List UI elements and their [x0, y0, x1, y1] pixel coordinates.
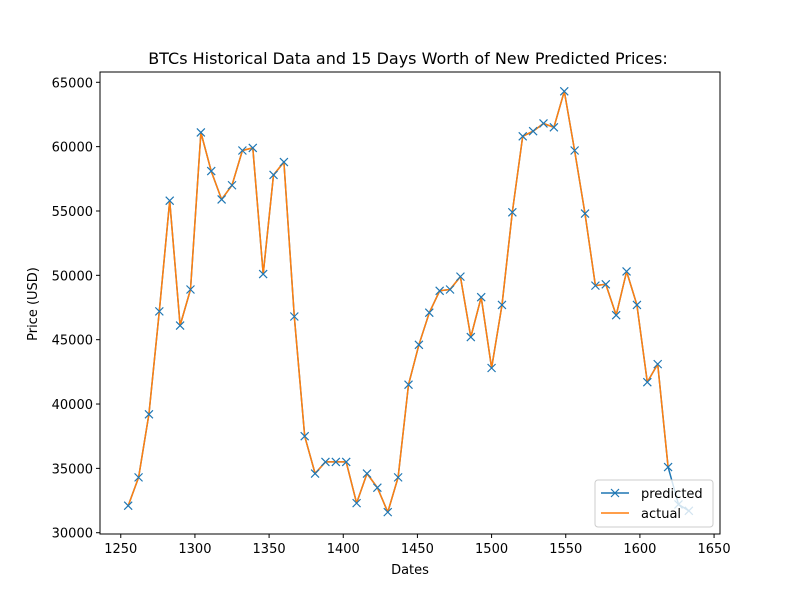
data-point-predicted	[570, 146, 580, 155]
y-tick-label: 50000	[52, 269, 93, 284]
data-point-predicted	[549, 122, 559, 132]
data-point-predicted	[414, 340, 424, 350]
data-point-predicted	[404, 380, 413, 390]
data-point-predicted	[663, 462, 673, 472]
data-point-predicted	[279, 157, 289, 167]
data-point-predicted	[227, 180, 237, 190]
data-point-predicted	[123, 501, 133, 511]
data-point-predicted	[611, 310, 621, 320]
data-point-predicted	[466, 332, 476, 342]
x-tick-label: 1550	[549, 542, 582, 557]
data-point-predicted	[632, 300, 642, 310]
data-point-predicted	[383, 507, 393, 517]
data-point-predicted	[507, 207, 517, 217]
x-tick-label: 1350	[253, 542, 286, 557]
data-point-predicted	[144, 409, 154, 419]
data-point-predicted	[300, 431, 310, 441]
legend-label-predicted: predicted	[641, 487, 703, 502]
y-tick-label: 45000	[52, 334, 93, 349]
data-point-predicted	[497, 300, 507, 310]
x-tick-label: 1300	[178, 542, 211, 557]
data-point-predicted	[362, 469, 372, 478]
y-tick-label: 30000	[52, 527, 93, 542]
data-point-predicted	[248, 143, 258, 153]
data-point-predicted	[372, 483, 382, 493]
y-tick-label: 65000	[52, 76, 93, 91]
data-point-predicted	[341, 457, 351, 467]
data-point-predicted	[539, 119, 548, 128]
y-axis: 30000 35000 40000 45000 50000 55000 60000 65000	[52, 76, 100, 542]
x-tick-label: 1500	[475, 542, 508, 557]
legend-predicted-marker	[610, 488, 620, 498]
data-point-predicted	[590, 281, 600, 291]
legend: predicted actual	[594, 479, 714, 528]
data-point-predicted	[518, 131, 528, 141]
data-point-predicted	[310, 469, 320, 478]
data-point-predicted	[393, 472, 403, 482]
data-point-predicted	[580, 209, 590, 218]
y-tick-label: 60000	[52, 141, 93, 156]
data-point-predicted	[622, 267, 631, 276]
data-point-predicted	[237, 146, 247, 155]
data-point-predicted	[206, 166, 216, 176]
x-axis-label: Dates	[391, 563, 429, 578]
data-point-predicted	[175, 321, 185, 330]
data-point-predicted	[331, 457, 341, 467]
data-point-predicted	[445, 285, 455, 294]
legend-box	[594, 479, 714, 528]
plot-frame	[99, 71, 721, 535]
data-point-predicted	[196, 128, 206, 137]
data-point-predicted	[642, 377, 652, 387]
x-tick-label: 1250	[104, 542, 137, 557]
plot-area	[123, 86, 694, 517]
data-point-predicted	[321, 457, 330, 467]
data-point-predicted	[186, 285, 195, 294]
data-point-predicted	[424, 308, 434, 318]
legend-label-actual: actual	[641, 507, 681, 522]
data-point-predicted	[165, 196, 175, 206]
chart-title: BTCs Historical Data and 15 Days Worth o…	[148, 49, 668, 68]
data-point-predicted	[487, 363, 497, 373]
y-tick-label: 35000	[52, 462, 93, 477]
data-point-predicted	[528, 126, 538, 136]
x-tick-label: 1600	[623, 542, 656, 557]
data-point-predicted	[476, 292, 486, 302]
data-point-predicted	[134, 472, 143, 482]
data-point-predicted	[289, 312, 299, 321]
y-axis-label: Price (USD)	[26, 267, 41, 341]
x-tick-label: 1400	[327, 542, 360, 557]
data-point-predicted	[269, 170, 278, 180]
data-point-predicted	[601, 279, 611, 289]
x-tick-label: 1450	[401, 542, 434, 557]
data-point-predicted	[435, 286, 445, 296]
data-point-predicted	[559, 86, 569, 96]
data-point-predicted	[352, 498, 362, 508]
x-tick-label: 1650	[698, 542, 731, 557]
y-tick-label: 55000	[52, 205, 93, 220]
x-axis: 1250 1300 1350 1400 1450 1500 1550 1600 1650	[104, 534, 731, 557]
y-tick-label: 40000	[52, 398, 93, 413]
data-point-predicted	[217, 194, 227, 204]
data-point-predicted	[154, 306, 164, 316]
data-point-predicted	[653, 359, 663, 369]
data-point-predicted	[258, 269, 268, 279]
data-point-predicted	[456, 272, 465, 282]
